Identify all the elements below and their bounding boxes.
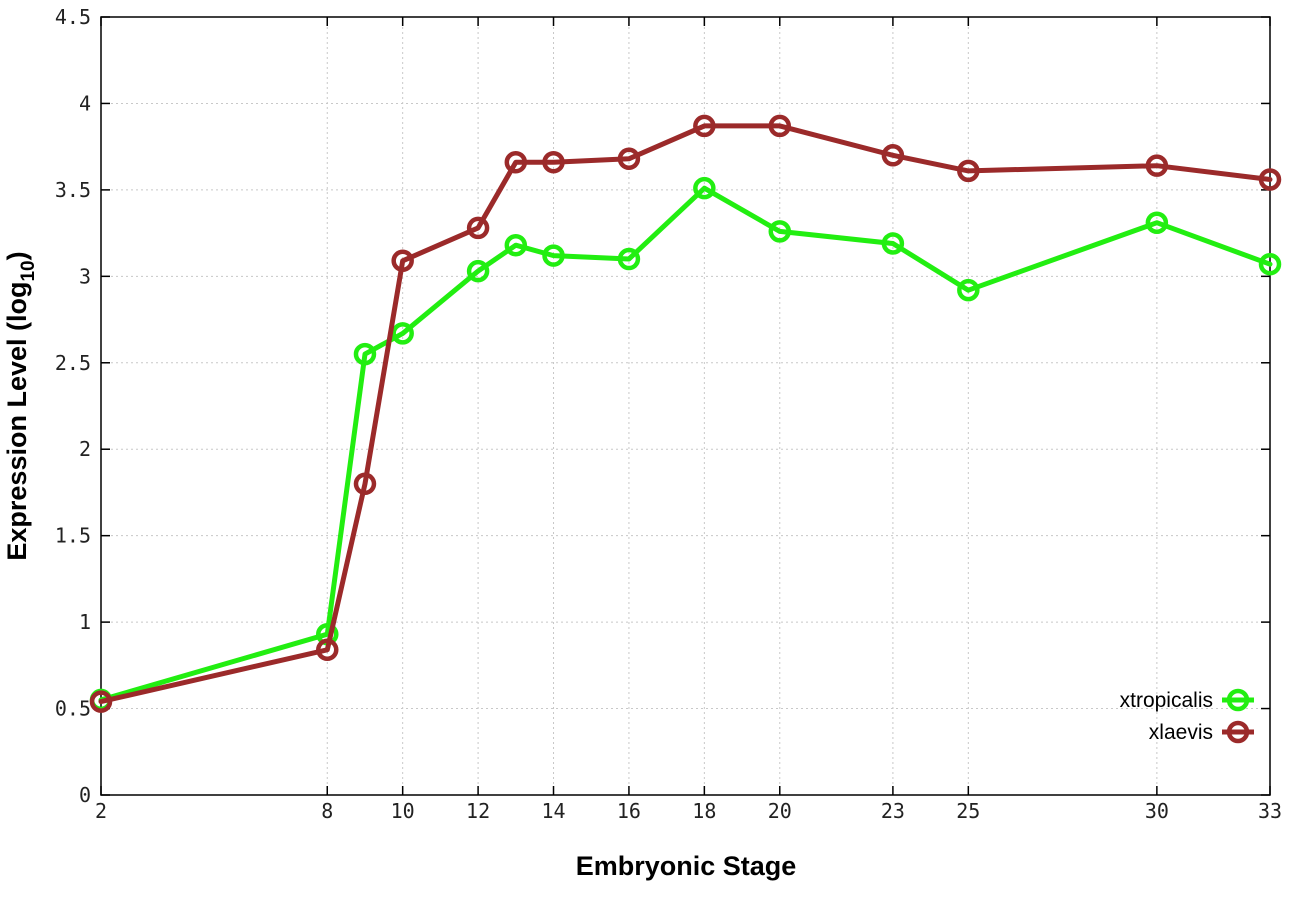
- y-axis-title: Expression Level (log10): [2, 251, 39, 560]
- data-point-xtropicalis: [466, 259, 490, 283]
- x-tick-label: 30: [1145, 799, 1169, 823]
- data-point-xtropicalis: [1258, 252, 1282, 276]
- x-tick-label: 20: [768, 799, 792, 823]
- data-point-xtropicalis: [693, 176, 716, 200]
- x-tick-label: 2: [95, 799, 107, 823]
- tick-labels: 0 0.5 1 1.5 2 2.5 3 3.5 4 4.5 2 8 10 12 14 16 18 20 23 25 30…: [55, 5, 1282, 823]
- x-tick-label: 33: [1258, 799, 1282, 823]
- data-point-xlaevis: [466, 216, 490, 240]
- data-point-xlaevis: [89, 690, 113, 713]
- data-point-xtropicalis: [957, 278, 980, 302]
- data-point-xlaevis: [542, 150, 565, 174]
- data-point-xtropicalis: [504, 233, 528, 257]
- y-tick-label: 1: [79, 610, 91, 634]
- y-axis-title-close: ): [2, 251, 32, 260]
- data-point-xtropicalis: [353, 342, 377, 366]
- series-line-xtropicalis: [98, 185, 1273, 703]
- y-tick-label: 2.5: [55, 351, 91, 375]
- axis-ticks: [100, 16, 1271, 796]
- data-point-xlaevis: [957, 159, 980, 183]
- data-point-xlaevis: [353, 472, 377, 496]
- plot-frame: [100, 16, 1271, 796]
- data-point-xlaevis: [316, 638, 339, 662]
- data-point-xlaevis: [881, 144, 905, 167]
- legend: xtropicalis xlaevis: [1120, 688, 1254, 744]
- data-point-xlaevis: [1258, 168, 1282, 191]
- data-point-xtropicalis: [1145, 211, 1169, 234]
- x-tick-label: 25: [956, 799, 980, 823]
- data-point-xtropicalis: [542, 244, 565, 267]
- data-point-xlaevis: [693, 114, 716, 138]
- y-tick-label: 4.5: [55, 5, 91, 29]
- x-tick-label: 23: [881, 799, 905, 823]
- legend-marker-xtropicalis: [1226, 688, 1250, 712]
- x-tick-label: 14: [541, 799, 565, 823]
- data-point-xlaevis: [504, 150, 528, 174]
- data-point-xlaevis: [617, 147, 641, 171]
- y-tick-label: 3.5: [55, 178, 91, 202]
- x-tick-label: 18: [692, 799, 716, 823]
- y-tick-label: 4: [79, 91, 91, 115]
- x-tick-label: 16: [617, 799, 641, 823]
- data-point-xlaevis: [1145, 154, 1169, 177]
- x-axis-title: Embryonic Stage: [576, 851, 797, 881]
- y-tick-label: 1.5: [55, 524, 91, 548]
- legend-label-xlaevis: xlaevis: [1149, 721, 1213, 744]
- y-axis-title-main: Expression Level (log: [2, 282, 32, 561]
- x-tick-label: 8: [321, 799, 333, 823]
- y-tick-label: 3: [79, 264, 91, 288]
- x-tick-label: 12: [466, 799, 490, 823]
- y-tick-label: 0.5: [55, 697, 91, 721]
- legend-label-xtropicalis: xtropicalis: [1120, 689, 1213, 712]
- data-point-xtropicalis: [617, 247, 641, 271]
- y-tick-label: 0: [79, 783, 91, 807]
- data-point-xlaevis: [391, 249, 414, 273]
- data-point-xtropicalis: [768, 220, 792, 243]
- series-lines: [89, 114, 1282, 713]
- data-point-xlaevis: [768, 114, 792, 138]
- y-tick-label: 2: [79, 437, 91, 461]
- y-axis-title-subscript: 10: [18, 260, 39, 281]
- x-tick-label: 10: [391, 799, 415, 823]
- legend-marker-xlaevis: [1226, 720, 1250, 744]
- series-line-xlaevis: [98, 123, 1273, 705]
- data-point-xtropicalis: [881, 232, 905, 255]
- data-point-xtropicalis: [391, 322, 414, 345]
